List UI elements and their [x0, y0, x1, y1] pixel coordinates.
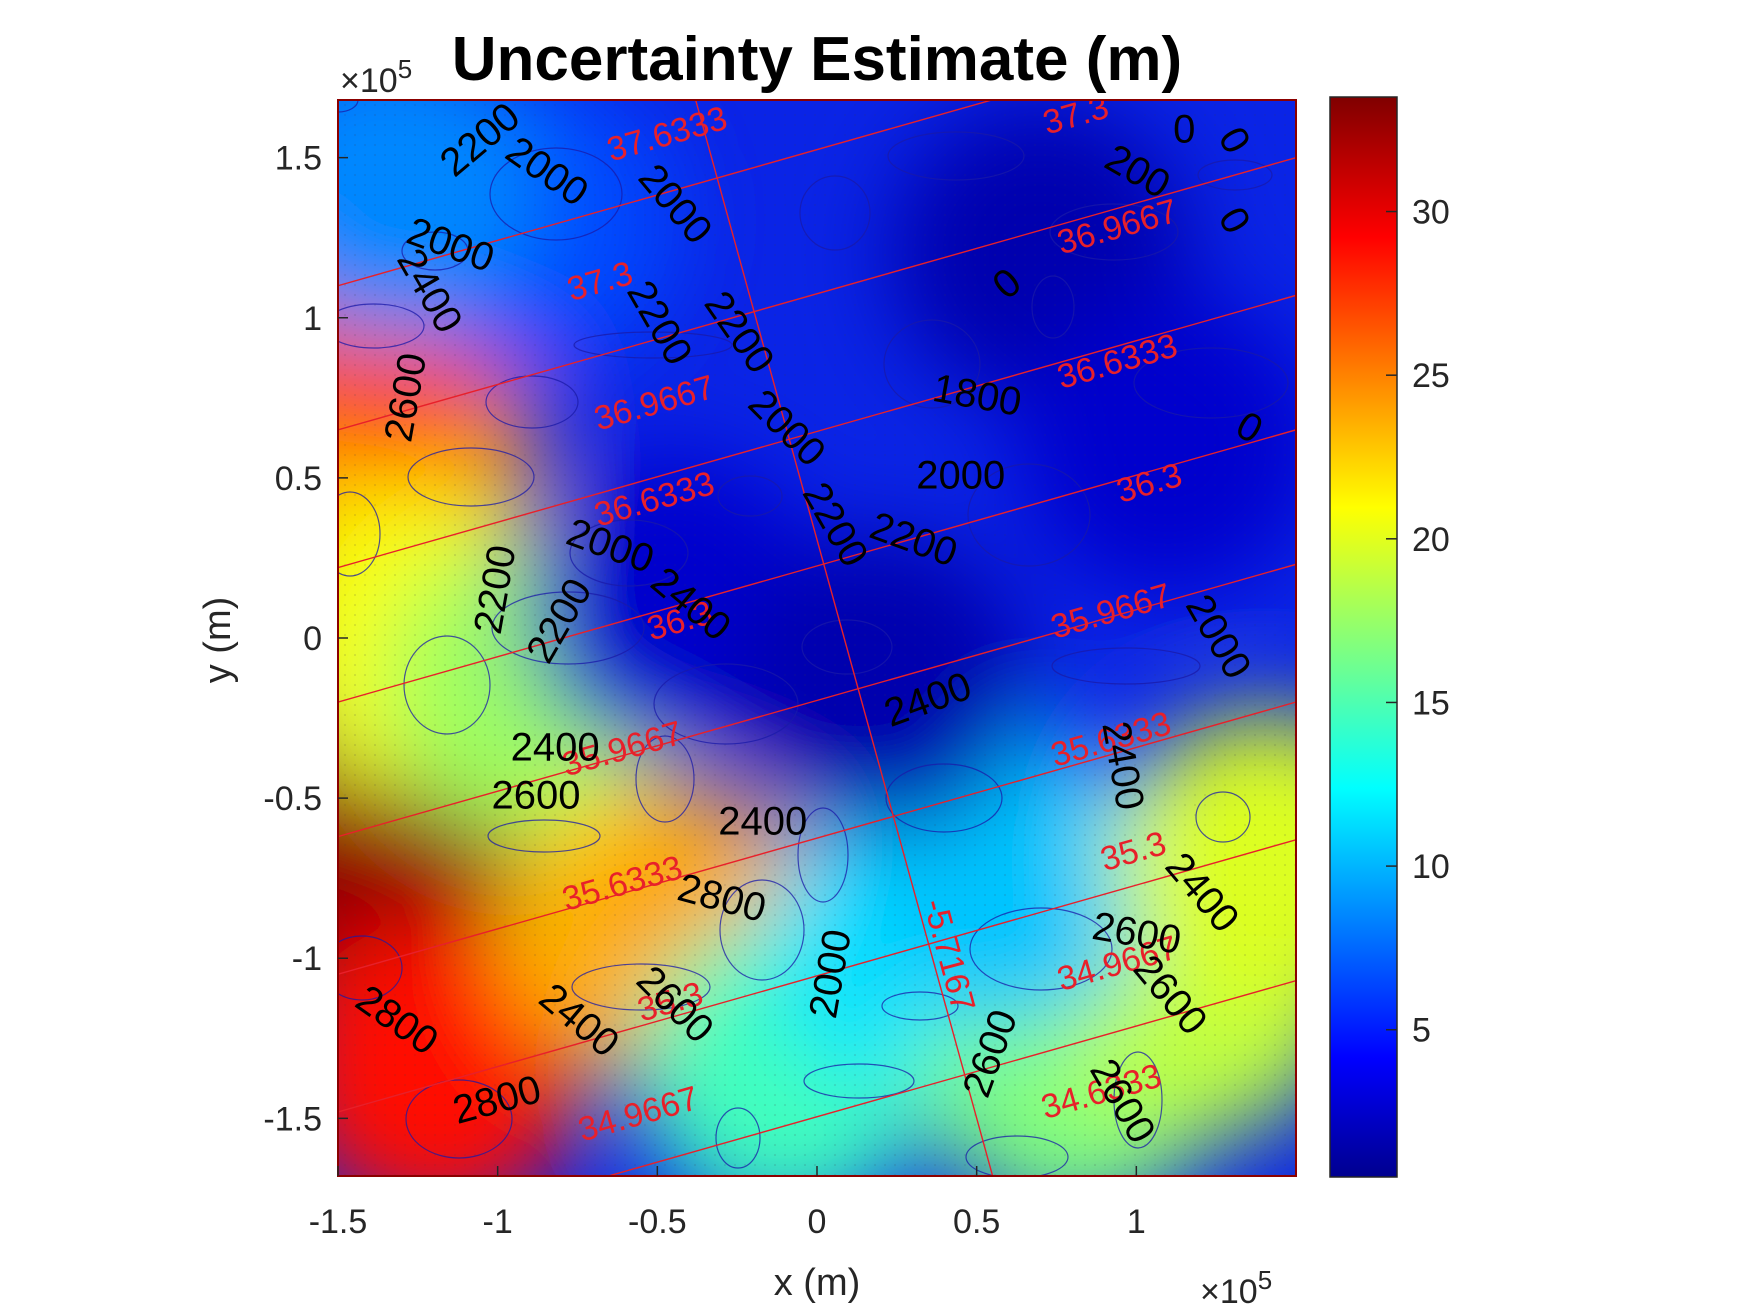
longitude-line-0: [694, 100, 994, 1176]
colorbar-tick-label-1: 10: [1412, 848, 1450, 886]
isoline-18: [1051, 647, 1201, 685]
latitude-line-6: [338, 839, 1296, 1113]
isoline-11: [403, 635, 491, 735]
isoline-9: [1133, 347, 1289, 419]
y-tick-label-0: -1.5: [263, 1100, 322, 1138]
y-exponent-power: 5: [398, 54, 412, 84]
isoline-14: [715, 1107, 761, 1169]
latitude-line-4: [338, 563, 1296, 838]
x-tick-label-0: -1.5: [309, 1203, 368, 1241]
data-point-mask: [338, 100, 1296, 1176]
isoline-24: [717, 475, 783, 517]
isoline-29: [1197, 159, 1273, 191]
isoline-4: [653, 663, 799, 745]
depth-contour-label-18: 2600: [491, 774, 580, 818]
y-axis-ticks: -1.5 -1 -0.5 0 0.5 1 1.5: [263, 140, 348, 1138]
latitude-line-5: [338, 701, 1296, 975]
isoline-35: [803, 1063, 915, 1099]
isoline-22: [489, 147, 623, 241]
isoline-27: [969, 907, 1113, 991]
isoline-16: [883, 319, 981, 409]
latitude-line-1: [338, 156, 1296, 431]
isoline-3: [569, 519, 689, 587]
y-tick-label-4: 0.5: [275, 460, 322, 498]
isoline-1: [401, 231, 469, 271]
graticule-lines: [338, 100, 1296, 1176]
isoline-19: [1195, 791, 1251, 843]
y-tick-label-5: 1: [303, 300, 322, 338]
x-tick-label-1: -1: [483, 1203, 513, 1241]
depth-contour-label-19: 2400: [718, 799, 807, 843]
colorbar-tick-label-0: 5: [1412, 1012, 1431, 1050]
colorbar-tick-label-3: 20: [1412, 521, 1450, 559]
chart-title: Uncertainty Estimate (m): [452, 25, 1182, 94]
isoline-6: [881, 991, 959, 1021]
isoline-15: [799, 175, 871, 251]
isoline-10: [338, 491, 381, 577]
x-tick-label-5: 1: [1127, 1203, 1146, 1241]
isoline-34: [719, 879, 805, 981]
isoline-33: [635, 735, 695, 823]
isoline-30: [338, 303, 425, 349]
isoline-28: [1113, 1051, 1163, 1149]
isoline-17: [967, 463, 1091, 567]
y-exponent-base: ×10: [340, 62, 398, 100]
isoline-32: [491, 591, 645, 665]
svg-text:×105: ×105: [340, 54, 412, 100]
isoline-8: [1049, 203, 1179, 261]
x-exponent-base: ×10: [1200, 1273, 1258, 1311]
y-axis-label: y (m): [197, 597, 239, 684]
isoline-25: [801, 619, 893, 675]
x-exponent: ×105: [1200, 1265, 1272, 1311]
latitude-line-2: [338, 294, 1296, 569]
isoline-23: [573, 331, 733, 359]
y-exponent: ×105: [340, 54, 412, 100]
x-axis-ticks: -1.5 -1 -0.5 0 0.5 1: [309, 1166, 1146, 1241]
svg-text:×105: ×105: [1200, 1265, 1272, 1311]
y-tick-label-1: -1: [292, 940, 322, 978]
isoline-12: [487, 819, 601, 853]
plot-area: 37.6333 37.337.336.966736.966736.633336.6…: [338, 100, 1296, 1176]
x-axis-label: x (m): [774, 1262, 861, 1304]
colorbar-tick-label-4: 25: [1412, 357, 1450, 395]
isoline-21: [405, 1079, 513, 1159]
colorbar-gradient: [1329, 96, 1398, 1178]
isoline-5: [797, 807, 849, 903]
colorbar-tick-label-5: 30: [1412, 194, 1450, 232]
depth-contour-label-34: 0: [1173, 108, 1195, 152]
depth-contour-label-17: 2400: [511, 726, 600, 770]
y-tick-label-6: 1.5: [275, 140, 322, 178]
x-tick-label-2: -0.5: [628, 1203, 687, 1241]
colorbar-ticks: 5 10 15 20 25 30: [1386, 194, 1450, 1050]
isolines: [338, 100, 1289, 1176]
depth-contour-label-10: 2000: [916, 453, 1005, 497]
x-tick-label-4: 0.5: [953, 1203, 1000, 1241]
isoline-26: [885, 763, 1003, 833]
isoline-31: [407, 447, 535, 507]
isoline-7: [965, 1135, 1069, 1176]
x-exponent-power: 5: [1258, 1265, 1272, 1295]
x-tick-label-3: 0: [808, 1203, 827, 1241]
isoline-36: [887, 131, 1025, 181]
isoline-20: [338, 935, 403, 1001]
latitude-line-3: [338, 429, 1296, 703]
latitude-line-7: [605, 979, 1296, 1176]
isoline-13: [571, 963, 711, 1011]
y-tick-label-3: 0: [303, 620, 322, 658]
y-tick-label-2: -0.5: [263, 780, 322, 818]
colorbar-tick-label-2: 15: [1412, 684, 1450, 722]
isoline-37: [1031, 275, 1075, 339]
latitude-line-0: [338, 100, 995, 287]
colorbar: 5 10 15 20 25 30: [1329, 96, 1450, 1178]
isoline-2: [485, 375, 579, 429]
